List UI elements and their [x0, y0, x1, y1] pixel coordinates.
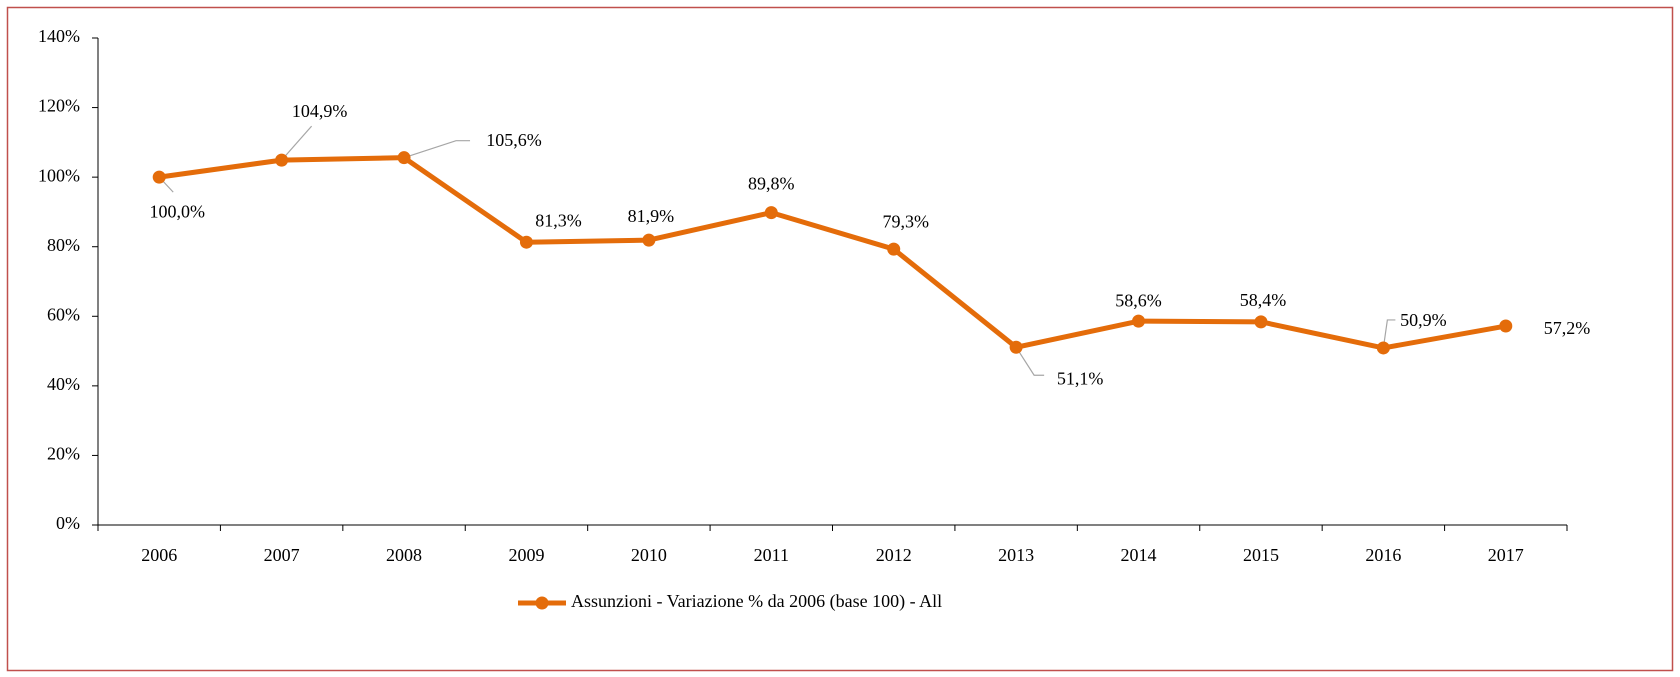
data-label: 89,8%: [748, 174, 795, 194]
marker: [1254, 315, 1268, 329]
x-tick-label: 2016: [1365, 545, 1401, 565]
marker: [397, 151, 411, 165]
marker: [1376, 341, 1390, 355]
series-line: [158, 155, 1507, 351]
marker: [275, 153, 289, 167]
x-tick-label: 2008: [386, 545, 422, 565]
y-tick-label: 100%: [38, 165, 80, 185]
marker: [887, 242, 901, 256]
data-label: 81,3%: [535, 210, 582, 230]
y-tick-label: 140%: [38, 26, 80, 46]
legend-label: Assunzioni - Variazione % da 2006 (base …: [571, 591, 942, 612]
y-tick-label: 60%: [47, 304, 80, 324]
x-tick-label: 2009: [508, 545, 544, 565]
leader-line: [403, 140, 471, 159]
legend-marker: [535, 596, 549, 610]
data-label: 104,9%: [292, 101, 348, 121]
data-label: 50,9%: [1400, 310, 1447, 330]
data-label: 79,3%: [882, 211, 929, 231]
x-tick-label: 2006: [141, 545, 177, 565]
marker: [1009, 340, 1023, 354]
data-label: 51,1%: [1057, 368, 1104, 388]
chart-border: [6, 6, 1674, 672]
marker: [519, 235, 533, 249]
data-label: 81,9%: [628, 206, 675, 226]
marker: [764, 206, 778, 220]
marker: [642, 233, 656, 247]
x-tick-label: 2015: [1243, 545, 1279, 565]
leader-line: [1015, 346, 1045, 376]
leader-line: [1382, 319, 1396, 349]
marker: [1499, 319, 1513, 333]
y-tick-label: 20%: [47, 444, 80, 464]
data-label: 57,2%: [1544, 318, 1591, 338]
x-tick-label: 2010: [631, 545, 667, 565]
x-tick-label: 2012: [876, 545, 912, 565]
marker: [1132, 314, 1146, 328]
data-label: 58,4%: [1240, 290, 1287, 310]
x-tick-label: 2013: [998, 545, 1034, 565]
data-label: 58,6%: [1115, 290, 1162, 310]
data-label: 105,6%: [486, 130, 542, 150]
marker: [152, 170, 166, 184]
x-tick-label: 2017: [1488, 545, 1524, 565]
data-label: 100,0%: [149, 201, 205, 221]
x-tick-label: 2007: [264, 545, 300, 565]
x-tick-label: 2011: [754, 545, 789, 565]
y-tick-label: 0%: [56, 513, 80, 533]
y-tick-label: 40%: [47, 374, 80, 394]
y-tick-label: 120%: [38, 96, 80, 116]
x-tick-label: 2014: [1121, 545, 1157, 565]
leader-line: [281, 125, 313, 161]
y-tick-label: 80%: [47, 235, 80, 255]
